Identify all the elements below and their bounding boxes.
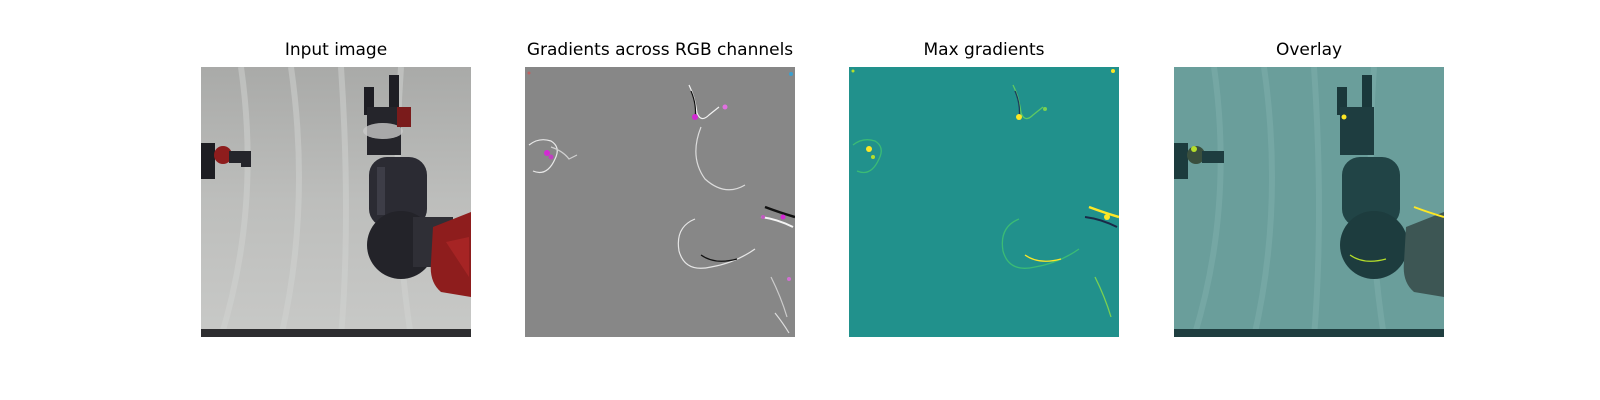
panel-title-gradients-rgb: Gradients across RGB channels (526, 40, 794, 60)
gradients-rgb-image (525, 67, 795, 337)
panel-title-overlay: Overlay (1275, 40, 1343, 60)
panel-title-input-image: Input image (284, 40, 388, 60)
panel-title-max-gradients: Max gradients (923, 40, 1045, 60)
max-gradients-image (849, 67, 1119, 337)
overlay-image (1174, 67, 1444, 337)
input-image (201, 67, 471, 337)
